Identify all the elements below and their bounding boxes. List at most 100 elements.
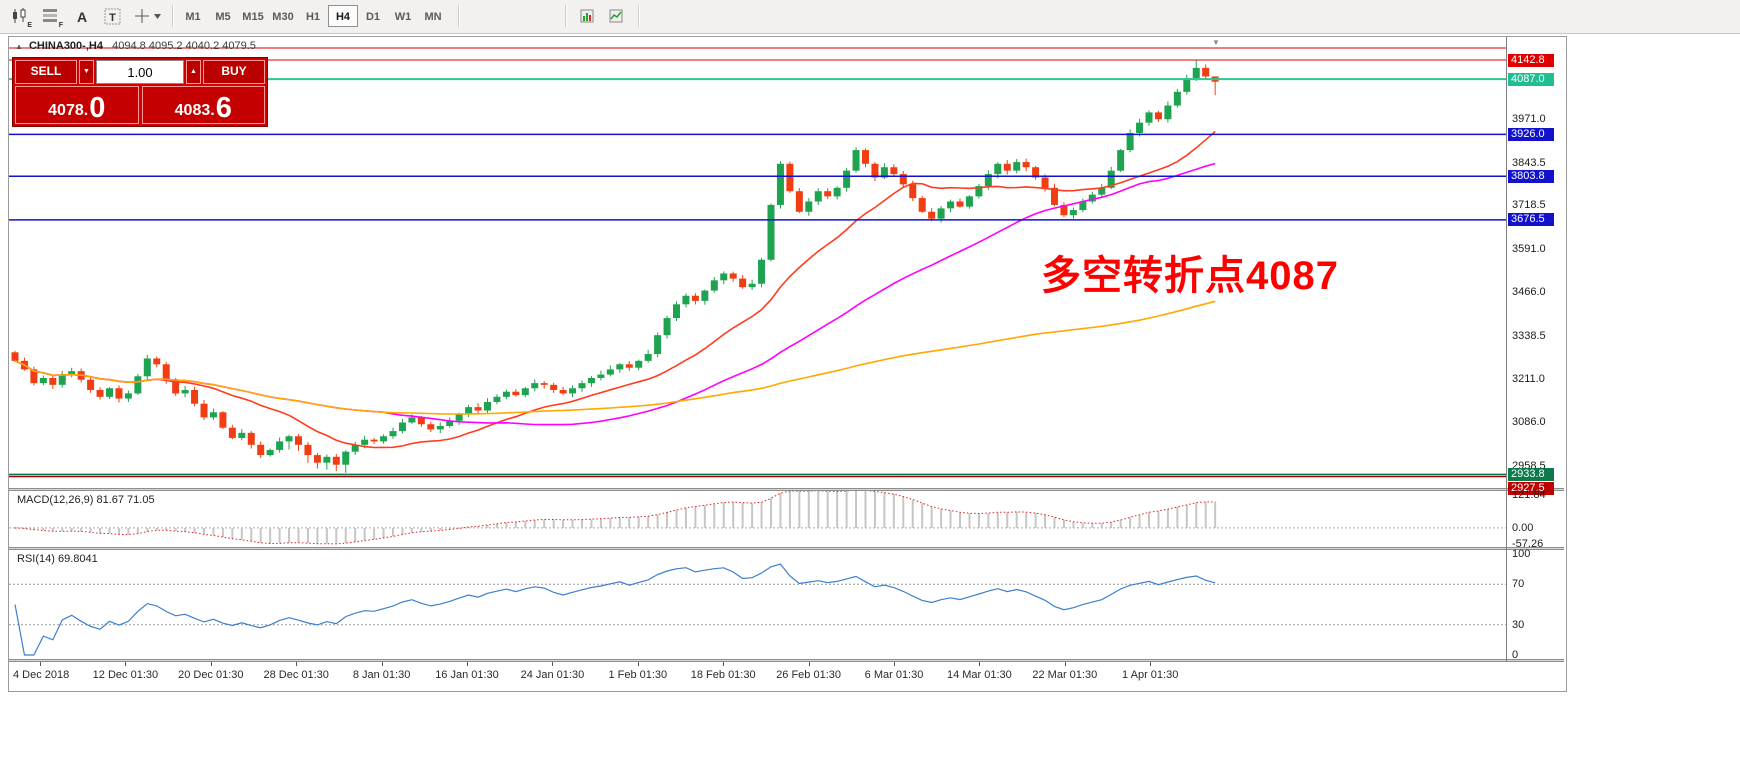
chart-window: ▼ ▲ CHINA300-,H4 4094.8 4095.2 4040.2 40… — [8, 36, 1567, 692]
pane-divider[interactable] — [9, 488, 1564, 491]
volume-decrease-button[interactable]: ▼ — [79, 60, 94, 84]
chart-shift-marker-icon[interactable]: ▼ — [1212, 38, 1220, 47]
text-label-icon[interactable]: A — [68, 4, 96, 30]
time-label: 6 Mar 01:30 — [864, 669, 924, 681]
macd-label: MACD(12,26,9) 81.67 71.05 — [17, 494, 155, 506]
time-label: 1 Feb 01:30 — [608, 669, 668, 681]
sell-price[interactable]: 4078. 0 — [15, 86, 139, 124]
time-label: 26 Feb 01:30 — [776, 669, 842, 681]
trade-row-controls: SELL ▼ ▲ BUY — [13, 58, 267, 84]
price-tick-label: 3338.5 — [1512, 329, 1546, 342]
rsi-axis-label: 70 — [1512, 578, 1525, 591]
timeframe-button-w1[interactable]: W1 — [394, 11, 412, 23]
time-tick — [1064, 662, 1066, 666]
time-tick — [40, 662, 41, 666]
time-tick — [125, 662, 127, 666]
new-order-icon[interactable] — [575, 4, 603, 30]
icon-sub-label: E — [27, 22, 32, 29]
time-tick — [637, 662, 639, 666]
price-scale-divider — [1506, 37, 1507, 662]
time-tick — [723, 662, 725, 666]
toolbar-separator — [565, 5, 567, 27]
buy-price-main: 4083. — [174, 102, 215, 120]
sell-button[interactable]: SELL — [15, 60, 77, 84]
time-label: 18 Feb 01:30 — [690, 669, 756, 681]
time-axis[interactable]: 4 Dec 2018 12 Dec 01:30 20 Dec 01:30 28 Dec… — [9, 662, 1564, 691]
time-tick — [381, 662, 383, 666]
sell-price-big: 0 — [89, 91, 106, 124]
chart-annotation: 多空转折点4087 — [1041, 254, 1339, 298]
text-box-icon[interactable]: T — [99, 4, 127, 30]
one-click-trading-panel: SELL ▼ ▲ BUY 4078. 0 4083. 6 — [12, 57, 268, 127]
buy-button[interactable]: BUY — [203, 60, 265, 84]
buy-price-big: 6 — [215, 91, 232, 124]
time-tick — [1150, 662, 1152, 666]
price-tick-label: 3086.0 — [1512, 416, 1546, 429]
time-tick — [979, 662, 981, 666]
price-tick-label: 3591.0 — [1512, 243, 1546, 256]
rsi-label: RSI(14) 69.8041 — [17, 553, 98, 565]
timeframe-button-h1[interactable]: H1 — [305, 11, 321, 23]
rsi-pane: RSI(14) 69.8041 — [9, 550, 1564, 659]
timeframe-button-m15[interactable]: M15 — [242, 11, 264, 23]
time-tick — [467, 662, 468, 666]
ohlc-values: 4094.8 4095.2 4040.2 4079.5 — [112, 40, 256, 52]
price-badge: 2933.8 — [1508, 467, 1554, 481]
grid-settings-icon[interactable]: F — [37, 4, 65, 30]
candlestick-chart-icon[interactable]: E — [6, 4, 34, 30]
main-chart[interactable] — [9, 37, 1506, 488]
buy-price[interactable]: 4083. 6 — [141, 86, 265, 124]
price-badge: 4142.8 — [1508, 53, 1554, 67]
macd-axis-label: -57.26 — [1512, 537, 1544, 550]
toolbar-separator — [638, 5, 640, 27]
svg-text:T: T — [109, 12, 116, 24]
price-badge: 3803.8 — [1508, 169, 1554, 183]
time-label: 14 Mar 01:30 — [946, 669, 1012, 681]
boxed-t-glyph: T — [104, 8, 121, 25]
time-label: 12 Dec 01:30 — [92, 669, 159, 681]
icon-sub-label: F — [58, 22, 63, 29]
timeframe-button-d1[interactable]: D1 — [365, 11, 381, 23]
candlestick-glyph — [13, 8, 26, 23]
time-tick — [894, 662, 895, 666]
timeframe-button-m5[interactable]: M5 — [215, 11, 231, 23]
time-tick — [296, 662, 298, 666]
time-label: 22 Mar 01:30 — [1032, 669, 1098, 681]
pane-divider[interactable] — [9, 659, 1564, 662]
rsi-axis-label: 100 — [1512, 548, 1531, 560]
crosshair-tool-icon[interactable] — [130, 4, 166, 30]
time-tick — [552, 662, 554, 666]
volume-increase-button[interactable]: ▲ — [186, 60, 201, 84]
pane-divider[interactable] — [9, 547, 1564, 550]
indicators-glyph — [609, 9, 623, 23]
price-badge: 3926.0 — [1508, 127, 1554, 141]
price-badge: 2927.5 — [1508, 481, 1554, 495]
price-tick-label: 3971.0 — [1512, 112, 1546, 125]
price-badge: 4087.0 — [1508, 72, 1554, 86]
chart-header: ▲ CHINA300-,H4 4094.8 4095.2 4040.2 4079… — [15, 40, 256, 52]
timeframe-group: M1 M5 M15 M30 H1 H4 D1 W1 MN — [178, 5, 448, 27]
timeframe-button-mn[interactable]: MN — [424, 11, 442, 23]
letter-a: A — [76, 9, 88, 25]
macd-pane: MACD(12,26,9) 81.67 71.05 — [9, 491, 1564, 547]
symbol-timeframe: CHINA300-,H4 — [28, 40, 103, 52]
time-label: 4 Dec 2018 — [13, 669, 70, 681]
rsi-chart[interactable] — [9, 550, 1506, 659]
crosshair-glyph — [135, 9, 161, 23]
volume-input[interactable] — [97, 61, 183, 83]
time-tick — [808, 662, 810, 666]
rsi-axis-label: 30 — [1512, 618, 1525, 631]
time-label: 8 Jan 01:30 — [352, 669, 411, 681]
macd-chart[interactable] — [9, 491, 1506, 547]
timeframe-button-h4[interactable]: H4 — [328, 5, 358, 27]
indicators-icon[interactable] — [604, 4, 632, 30]
timeframe-button-m1[interactable]: M1 — [185, 11, 201, 23]
timeframe-button-m30[interactable]: M30 — [272, 11, 294, 23]
new-order-glyph — [580, 9, 594, 23]
one-click-toggle-icon[interactable]: ▲ — [15, 42, 23, 51]
grid-glyph — [43, 9, 57, 22]
price-tick-label: 3843.5 — [1512, 156, 1546, 169]
main-price-pane: ▼ ▲ CHINA300-,H4 4094.8 4095.2 4040.2 40… — [9, 37, 1564, 488]
rsi-axis-label: 0 — [1512, 649, 1519, 661]
time-label: 20 Dec 01:30 — [178, 669, 244, 681]
